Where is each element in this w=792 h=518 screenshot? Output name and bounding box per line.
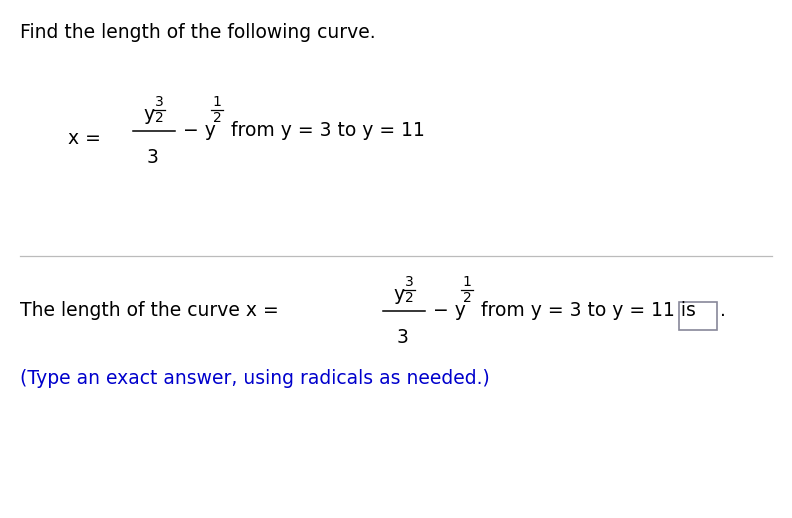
Text: − y: − y <box>183 121 216 139</box>
Text: 3: 3 <box>147 148 159 167</box>
Text: x =: x = <box>68 128 101 148</box>
Text: 2: 2 <box>405 291 413 305</box>
Text: y: y <box>393 285 404 304</box>
Text: 1: 1 <box>463 275 471 289</box>
Text: 3: 3 <box>397 328 409 347</box>
Text: from y = 3 to y = 11 is: from y = 3 to y = 11 is <box>481 300 696 320</box>
Text: 2: 2 <box>463 291 471 305</box>
Text: 3: 3 <box>154 95 163 109</box>
Text: from y = 3 to y = 11: from y = 3 to y = 11 <box>231 121 425 139</box>
Text: The length of the curve x =: The length of the curve x = <box>20 300 279 320</box>
Text: 2: 2 <box>154 111 163 125</box>
Text: .: . <box>720 300 726 320</box>
Text: 1: 1 <box>212 95 222 109</box>
Text: y: y <box>143 105 154 124</box>
Text: − y: − y <box>433 300 466 320</box>
Text: 3: 3 <box>405 275 413 289</box>
Text: (Type an exact answer, using radicals as needed.): (Type an exact answer, using radicals as… <box>20 368 489 387</box>
Text: 2: 2 <box>212 111 222 125</box>
Bar <box>679 302 717 330</box>
Text: Find the length of the following curve.: Find the length of the following curve. <box>20 23 375 42</box>
